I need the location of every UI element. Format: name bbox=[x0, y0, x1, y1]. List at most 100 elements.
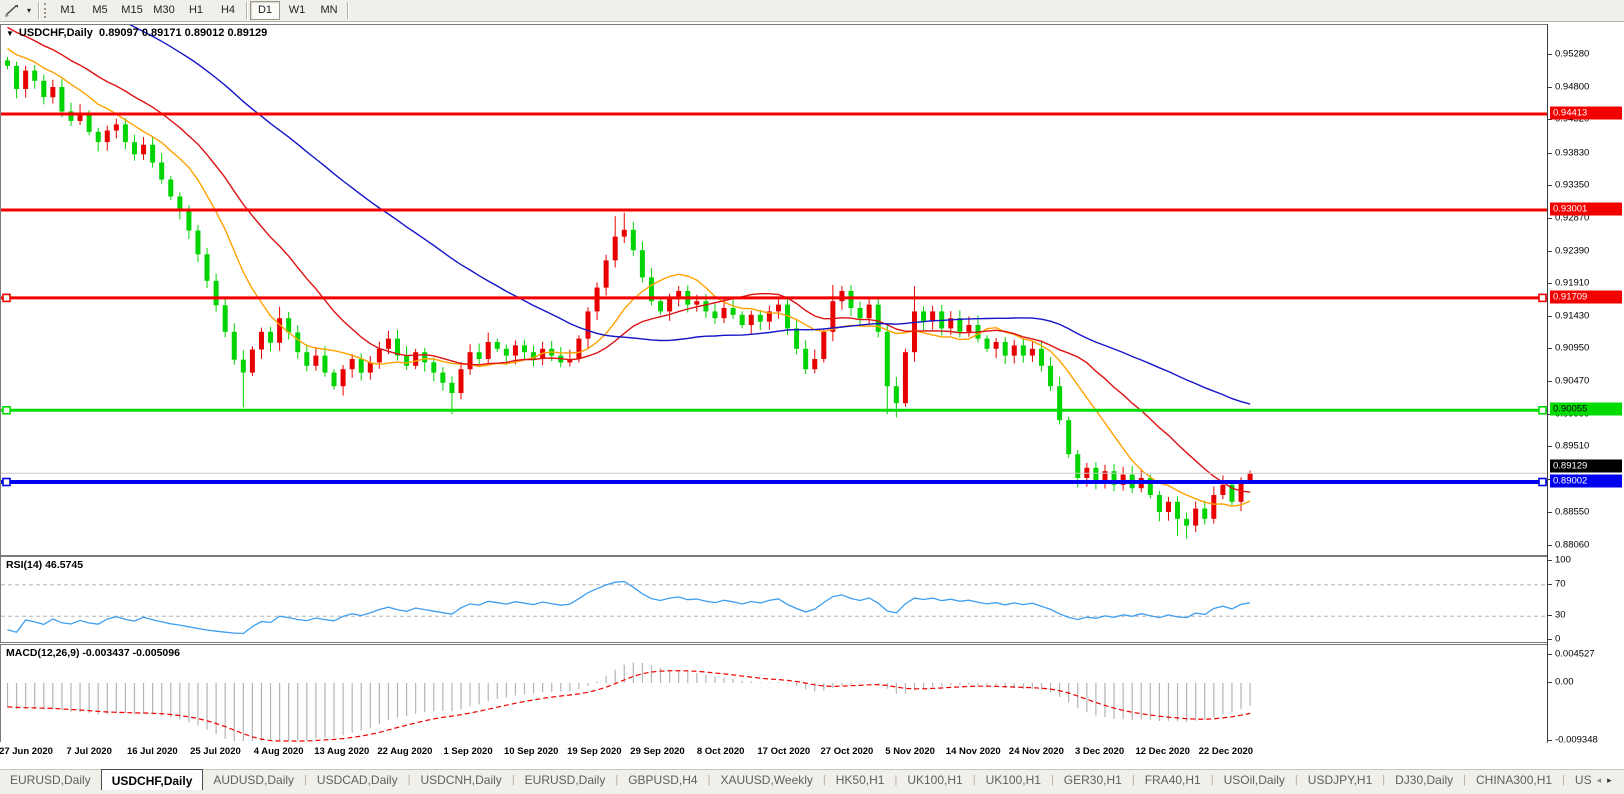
price-axis[interactable]: 0.952800.948000.943200.938300.933500.928… bbox=[1548, 24, 1624, 554]
chart-tab-bar: EURUSD,Daily USDCHF,Daily AUDUSD,Daily | USD… bbox=[0, 769, 1624, 794]
hline-handle bbox=[1538, 293, 1547, 303]
date-axis-label: 29 Sep 2020 bbox=[630, 746, 685, 757]
chart-tab-usdchf-daily[interactable]: USDCHF,Daily bbox=[100, 769, 204, 790]
timeframe-button-m30[interactable]: M30 bbox=[153, 4, 175, 16]
date-axis[interactable]: 27 Jun 2020 7 Jul 2020 16 Jul 2020 25 Jul 2… bbox=[0, 742, 1547, 768]
chart-tab-usdcad-daily[interactable]: USDCAD,Daily bbox=[316, 773, 398, 787]
ma-fast-line bbox=[7, 47, 1251, 507]
chart-tab-dj30-daily[interactable]: DJ30,Daily bbox=[1395, 773, 1454, 787]
tab-separator: | bbox=[707, 774, 711, 786]
ma-mid-line bbox=[7, 26, 1251, 493]
rsi-tick-mark bbox=[1548, 560, 1552, 561]
chart-ohlc-quote: 0.89097 0.89171 0.89012 0.89129 bbox=[99, 27, 268, 39]
timeframe-button-w1[interactable]: W1 bbox=[288, 4, 306, 16]
toolbar-separator bbox=[347, 2, 348, 19]
price-tick-label: 0.88550 bbox=[1555, 506, 1590, 518]
tab-separator: | bbox=[1131, 774, 1135, 786]
hline-handle bbox=[2, 293, 11, 303]
date-axis-label: 25 Jul 2020 bbox=[190, 746, 241, 757]
line-tool-icon[interactable] bbox=[2, 2, 22, 19]
tab-scroll-right-icon[interactable]: ▸ bbox=[1607, 775, 1612, 785]
timeframe-button-h1[interactable]: H1 bbox=[188, 4, 204, 16]
timeframe-button-h4[interactable]: H4 bbox=[220, 4, 236, 16]
date-axis-label: 22 Dec 2020 bbox=[1198, 746, 1254, 757]
price-tick-mark bbox=[1548, 86, 1552, 88]
macd-tick-label: -0.009348 bbox=[1555, 734, 1598, 746]
chart-tab-uk100-h1[interactable]: UK100,H1 bbox=[985, 773, 1041, 787]
hline-price-label: 0.91709 bbox=[1550, 290, 1622, 304]
chart-tab-fra40-h1[interactable]: FRA40,H1 bbox=[1144, 773, 1201, 787]
date-axis-label: 4 Aug 2020 bbox=[253, 746, 304, 757]
price-tick-mark bbox=[1548, 545, 1552, 547]
price-tick-label: 0.93350 bbox=[1555, 179, 1590, 191]
chart-tab-usoil-daily[interactable]: USOil,Daily bbox=[1223, 773, 1285, 787]
price-tick-label: 0.89510 bbox=[1555, 440, 1590, 452]
timeframe-button-m15[interactable]: M15 bbox=[121, 4, 143, 16]
tab-scroll-left-icon[interactable]: ◂ bbox=[1596, 775, 1602, 785]
chart-tab-partial[interactable]: US bbox=[1574, 773, 1592, 787]
chart-tab-hk50-h1[interactable]: HK50,H1 bbox=[835, 773, 885, 787]
macd-indicator-panel[interactable] bbox=[0, 644, 1548, 743]
chart-tab-gbpusd-h4[interactable]: GBPUSD,H4 bbox=[628, 773, 698, 787]
hline-handle bbox=[1538, 477, 1547, 487]
tab-separator: | bbox=[822, 774, 826, 786]
tab-separator: | bbox=[304, 774, 307, 786]
chart-tab-china300-h1[interactable]: CHINA300,H1 bbox=[1476, 773, 1553, 787]
line-tool-dropdown-icon[interactable]: ▾ bbox=[26, 6, 31, 15]
rsi-line bbox=[7, 580, 1251, 635]
date-axis-label: 13 Aug 2020 bbox=[314, 746, 370, 757]
price-tick-label: 0.92390 bbox=[1555, 245, 1590, 257]
chart-tab-xauusd-weekly[interactable]: XAUUSD,Weekly bbox=[720, 773, 813, 787]
chart-tab-eurusd-daily[interactable]: EURUSD,Daily bbox=[10, 773, 91, 787]
chart-tab-usdjpy-h1[interactable]: USDJPY,H1 bbox=[1307, 773, 1373, 787]
chart-symbol-period: USDCHF,Daily bbox=[18, 27, 93, 39]
hline-handle bbox=[2, 405, 11, 415]
tab-separator: | bbox=[894, 774, 898, 786]
timeframe-button-m5[interactable]: M5 bbox=[92, 4, 108, 16]
rsi-tick-mark bbox=[1548, 615, 1552, 617]
price-tick-mark bbox=[1548, 381, 1552, 383]
toolbar-separator bbox=[246, 2, 247, 19]
rsi-label: RSI(14) 46.5745 bbox=[6, 559, 84, 571]
bid-price-label: 0.89129 bbox=[1550, 459, 1622, 473]
price-tick-label: 0.90950 bbox=[1555, 342, 1590, 354]
price-tick-mark bbox=[1548, 511, 1552, 513]
tab-separator: | bbox=[972, 774, 976, 786]
timeframe-button-mn[interactable]: MN bbox=[320, 4, 338, 16]
price-chart-panel[interactable] bbox=[0, 24, 1548, 556]
chart-tab-ger30-h1[interactable]: GER30,H1 bbox=[1063, 773, 1122, 787]
chart-tab-eurusd-daily[interactable]: EURUSD,Daily bbox=[524, 773, 606, 787]
rsi-tick-label: 30 bbox=[1555, 609, 1566, 621]
price-tick-mark bbox=[1548, 54, 1552, 55]
rsi-indicator-panel[interactable] bbox=[0, 556, 1548, 643]
rsi-tick-label: 70 bbox=[1555, 578, 1566, 590]
date-axis-label: 8 Oct 2020 bbox=[696, 746, 745, 757]
date-axis-label: 14 Nov 2020 bbox=[945, 746, 1001, 757]
date-axis-label: 22 Aug 2020 bbox=[377, 746, 433, 757]
tab-separator: | bbox=[1210, 774, 1214, 786]
date-axis-label: 16 Jul 2020 bbox=[126, 746, 178, 757]
chart-tab-uk100-h1[interactable]: UK100,H1 bbox=[907, 773, 963, 787]
chart-collapse-icon[interactable]: ▼ bbox=[6, 29, 14, 38]
price-tick-mark bbox=[1548, 446, 1552, 448]
chart-tab-usdcnh-daily[interactable]: USDCNH,Daily bbox=[420, 773, 502, 787]
date-axis-label: 24 Nov 2020 bbox=[1008, 746, 1064, 757]
timeframe-toolbar: ▾ M1 M5 M15 M30 H1 H4 D1 W1 MN bbox=[0, 0, 1624, 22]
price-tick-mark bbox=[1548, 152, 1552, 154]
tab-separator: | bbox=[1050, 774, 1054, 786]
price-tick-label: 0.91430 bbox=[1555, 310, 1590, 322]
rsi-tick-label: 100 bbox=[1555, 554, 1571, 566]
timeframe-button-d1[interactable]: D1 bbox=[250, 1, 280, 20]
toolbar-grip-handle[interactable] bbox=[44, 3, 49, 18]
hline-handle bbox=[1538, 405, 1547, 415]
macd-axis[interactable]: 0.004527 0.00 -0.009348 bbox=[1548, 644, 1624, 745]
macd-tick-label: 0.00 bbox=[1555, 676, 1574, 688]
date-axis-label: 7 Jul 2020 bbox=[66, 746, 112, 757]
rsi-axis[interactable]: 100 70 30 0 bbox=[1548, 554, 1624, 645]
timeframe-button-m1[interactable]: M1 bbox=[60, 4, 76, 16]
price-tick-mark bbox=[1548, 348, 1552, 350]
hline-price-label: 0.94413 bbox=[1550, 106, 1622, 120]
chart-tab-audusd-daily[interactable]: AUDUSD,Daily bbox=[213, 773, 295, 787]
tab-separator: | bbox=[407, 774, 411, 786]
date-axis-label: 12 Dec 2020 bbox=[1135, 746, 1190, 757]
